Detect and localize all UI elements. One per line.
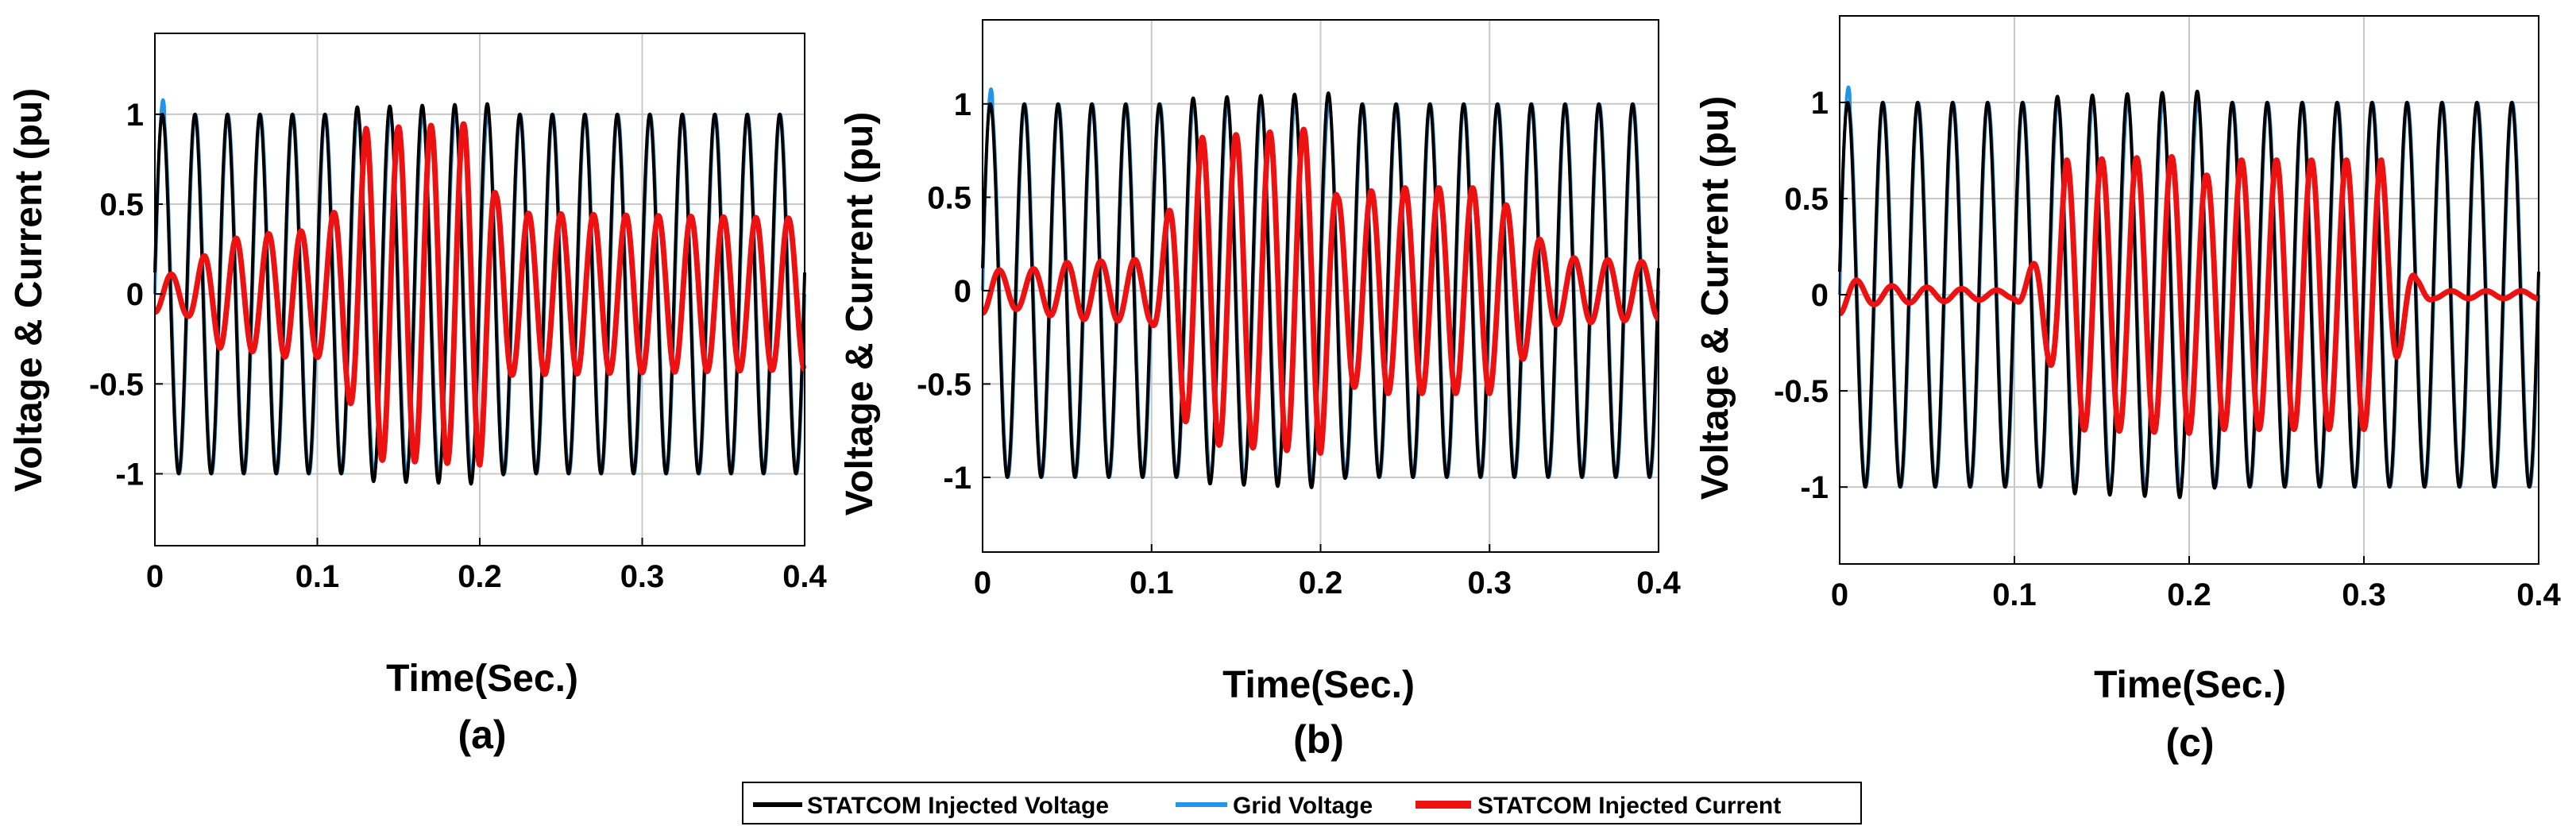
panel-c-xtick-label-1: 0.1 xyxy=(1992,577,2037,612)
panel-a-series-statcom-injected-voltage xyxy=(153,102,806,486)
panel-a-xlabel: Time(Sec.) xyxy=(386,658,578,700)
legend-label-grid-voltage: Grid Voltage xyxy=(1233,793,1373,819)
panel-a-ytick-label-3: 0.5 xyxy=(99,187,144,222)
panel-a-ytick-label-2: 0 xyxy=(126,277,144,312)
legend-label-statcom-current: STATCOM Injected Current xyxy=(1477,793,1781,819)
panel-b-xtick-label-4: 0.4 xyxy=(1636,566,1681,601)
panel-c-xlabel: Time(Sec.) xyxy=(2094,664,2286,706)
panel-c-series xyxy=(1836,85,2542,500)
panel-a-series xyxy=(152,98,808,486)
panel-a-caption: (a) xyxy=(458,712,506,757)
panel-b-ytick-label-4: 1 xyxy=(954,87,971,122)
panel-b-caption: (b) xyxy=(1293,717,1344,762)
legend-box xyxy=(742,782,1862,824)
panel-c-ytick-label-4: 1 xyxy=(1811,86,1829,121)
panel-b: 0 0.1 0.2 0.3 0.4 -1 -0.5 0 0.5 1 Time(Sec.) Volt… xyxy=(839,19,1682,762)
panel-c-ytick-label-2: 0 xyxy=(1811,278,1829,313)
panel-b-xtick-label-2: 0.2 xyxy=(1299,566,1343,601)
panel-c-series-statcom-injected-voltage xyxy=(1838,89,2540,500)
panel-b-ytick-label-0: -1 xyxy=(943,461,971,496)
panel-b-series xyxy=(979,87,1662,489)
panel-a-ticks: 0 0.1 0.2 0.3 0.4 -1 -0.5 0 0.5 1 xyxy=(89,98,827,594)
panel-c-xtick-label-2: 0.2 xyxy=(2167,577,2211,612)
panel-a-ytick-label-0: -1 xyxy=(115,457,144,492)
panel-b-series-statcom-injected-current xyxy=(979,126,1662,456)
panel-c-xtick-label-3: 0.3 xyxy=(2342,577,2386,612)
panel-b-ylabel: Voltage & Current (pu) xyxy=(839,112,881,516)
panel-a-series-statcom-injected-current xyxy=(152,121,808,468)
panel-a-xtick-label-0: 0 xyxy=(146,559,164,594)
panel-b-xtick-label-1: 0.1 xyxy=(1130,566,1174,601)
panel-b-xlabel: Time(Sec.) xyxy=(1222,664,1415,706)
panel-a-xtick-label-4: 0.4 xyxy=(782,559,827,594)
legend: STATCOM Injected Voltage Grid Voltage ST… xyxy=(742,782,1862,824)
panel-b-ytick-label-1: -0.5 xyxy=(917,367,971,402)
panel-c-ytick-label-1: -0.5 xyxy=(1774,374,1829,409)
panel-b-ytick-label-3: 0.5 xyxy=(927,180,971,215)
panel-b-ticks: 0 0.1 0.2 0.3 0.4 -1 -0.5 0 0.5 1 xyxy=(917,87,1681,601)
panel-a-ytick-label-1: -0.5 xyxy=(89,367,144,402)
panel-c: 0 0.1 0.2 0.3 0.4 -1 -0.5 0 0.5 1 Time(Sec.) Volt… xyxy=(1694,15,2562,765)
panel-a: 0 0.1 0.2 0.3 0.4 -1 -0.5 0 0.5 1 Time(Sec.) Volt… xyxy=(8,33,828,757)
panel-c-xtick-label-4: 0.4 xyxy=(2516,577,2561,612)
panel-b-xtick-label-0: 0 xyxy=(974,566,991,601)
panel-c-ytick-label-0: -1 xyxy=(1800,470,1829,505)
panel-b-xtick-label-3: 0.3 xyxy=(1467,566,1512,601)
panel-b-ytick-label-2: 0 xyxy=(954,274,971,309)
panel-c-ylabel: Voltage & Current (pu) xyxy=(1694,96,1736,500)
panel-a-ytick-label-4: 1 xyxy=(126,98,144,133)
panel-c-series-statcom-injected-current xyxy=(1836,153,2542,436)
legend-label-statcom-voltage: STATCOM Injected Voltage xyxy=(807,793,1109,819)
panel-a-ylabel: Voltage & Current (pu) xyxy=(8,88,50,492)
panel-b-series-statcom-injected-voltage xyxy=(981,91,1660,489)
panel-a-xtick-label-2: 0.2 xyxy=(458,559,502,594)
panel-c-ticks: 0 0.1 0.2 0.3 0.4 -1 -0.5 0 0.5 1 xyxy=(1774,86,2561,612)
panel-c-caption: (c) xyxy=(2165,720,2214,765)
panel-c-xtick-label-0: 0 xyxy=(1831,577,1848,612)
panel-a-xtick-label-3: 0.3 xyxy=(620,559,665,594)
panel-c-ytick-label-3: 0.5 xyxy=(1784,182,1829,217)
panel-a-xtick-label-1: 0.1 xyxy=(295,559,340,594)
